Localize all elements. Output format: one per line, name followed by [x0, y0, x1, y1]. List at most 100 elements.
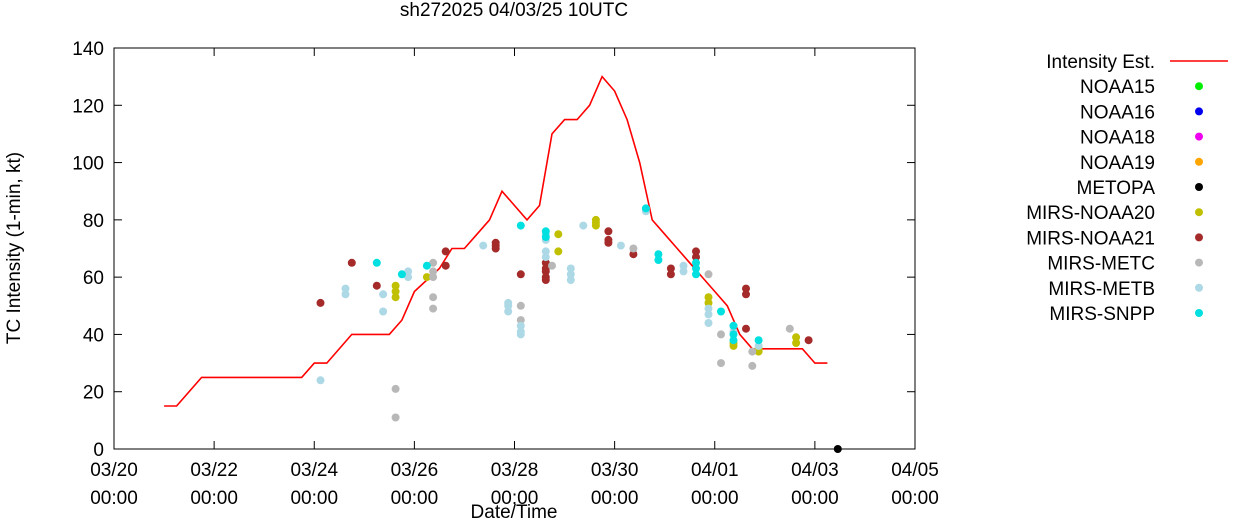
- point-mirs-noaa20: [422, 273, 431, 282]
- point-mirs-metc: [785, 324, 794, 333]
- legend-label-mirs-metb: MIRS-METB: [1048, 279, 1155, 300]
- point-mirs-noaa20: [704, 298, 713, 307]
- point-mirs-snpp: [729, 336, 738, 345]
- point-mirs-noaa20: [391, 287, 400, 296]
- point-mirs-metb: [379, 290, 388, 299]
- point-mirs-snpp: [516, 221, 525, 230]
- point-mirs-noaa21: [441, 247, 450, 256]
- legend-swatch-noaa18: [1195, 132, 1203, 141]
- point-mirs-metc: [516, 316, 525, 325]
- point-mirs-noaa20: [792, 333, 801, 342]
- point-mirs-metc: [429, 293, 438, 302]
- point-mirs-metc: [548, 261, 556, 270]
- point-mirs-noaa20: [792, 339, 801, 347]
- plot-frame: [113, 47, 916, 450]
- legend-label-noaa16: NOAA16: [1080, 102, 1155, 123]
- point-mirs-metb: [516, 330, 525, 339]
- legend-swatch-mirs-snpp: [1195, 309, 1203, 317]
- point-mirs-noaa21: [604, 238, 613, 247]
- legend-label-mirs-metc: MIRS-METC: [1047, 254, 1155, 275]
- x-tick-label: 00:00: [290, 488, 338, 509]
- point-mirs-noaa20: [391, 281, 400, 290]
- point-mirs-noaa21: [541, 258, 550, 267]
- point-mirs-noaa21: [372, 281, 381, 290]
- x-tick-label: 00:00: [591, 488, 639, 509]
- legend-swatch-noaa16: [1195, 107, 1203, 116]
- point-mirs-noaa21: [604, 227, 613, 236]
- x-tick-label: 00:00: [791, 488, 839, 509]
- legend-swatch-mirs-noaa20: [1195, 208, 1203, 217]
- point-mirs-metb: [754, 341, 763, 350]
- series-line-intensity-est: [164, 75, 828, 407]
- x-tick-label: 03/30: [591, 460, 639, 481]
- legend: Intensity Est. NOAA15 NOAA16 NOAA18 NOAA19 ME…: [1026, 52, 1228, 325]
- point-mirs-noaa21: [742, 290, 750, 299]
- point-mirs-snpp: [397, 270, 406, 279]
- point-mirs-metb: [504, 301, 513, 310]
- point-mirs-noaa20: [591, 221, 600, 230]
- point-mirs-metc: [429, 273, 438, 282]
- point-mirs-metc: [717, 359, 725, 368]
- point-mirs-metc: [748, 361, 757, 370]
- point-mirs-noaa21: [666, 270, 675, 279]
- point-mirs-noaa21: [666, 264, 675, 273]
- legend-label-metopa: METOPA: [1077, 178, 1156, 199]
- point-mirs-metb: [566, 276, 575, 284]
- y-tick-label: 60: [83, 268, 104, 289]
- point-mirs-metc: [391, 413, 400, 422]
- point-mirs-metb: [579, 221, 588, 230]
- point-mirs-metb: [404, 273, 413, 282]
- x-tick-label: 00:00: [691, 488, 739, 509]
- x-tick-label: 00:00: [891, 488, 939, 509]
- point-mirs-metb: [704, 319, 713, 327]
- legend-swatch-noaa15: [1195, 82, 1203, 91]
- legend-label-mirs-snpp: MIRS-SNPP: [1049, 304, 1155, 325]
- x-tick-label: 03/28: [491, 460, 539, 481]
- point-mirs-noaa20: [704, 293, 713, 302]
- point-mirs-noaa21: [692, 253, 700, 262]
- point-mirs-noaa21: [441, 261, 450, 270]
- axis-ticks: 0 20 40 60 80 100 120 140 03/20 00:00 03/22 00:00 03…: [72, 39, 938, 509]
- y-tick-label: 120: [72, 96, 104, 117]
- y-tick-label: 0: [93, 440, 104, 461]
- x-tick-label: 04/01: [691, 460, 739, 481]
- point-mirs-metb: [341, 290, 350, 299]
- point-mirs-metc: [429, 267, 438, 276]
- y-tick-label: 80: [83, 211, 104, 232]
- point-mirs-metb: [516, 321, 525, 330]
- point-mirs-noaa21: [629, 250, 638, 259]
- point-mirs-snpp: [717, 307, 725, 316]
- x-tick-label: 04/03: [791, 460, 839, 481]
- legend-label-mirs-noaa20: MIRS-NOAA20: [1026, 203, 1155, 224]
- legend-label-noaa19: NOAA19: [1080, 153, 1155, 174]
- x-tick-label: 00:00: [190, 488, 238, 509]
- point-mirs-noaa21: [491, 241, 500, 250]
- point-mirs-metc: [748, 347, 757, 356]
- point-mirs-metb: [541, 253, 550, 262]
- point-mirs-snpp: [692, 258, 700, 267]
- point-mirs-noaa21: [742, 324, 750, 333]
- point-mirs-metc: [391, 384, 400, 393]
- chart-title: sh272025 04/03/25 10UTC: [400, 0, 628, 21]
- x-tick-label: 00:00: [491, 488, 539, 509]
- point-mirs-noaa21: [804, 336, 813, 345]
- point-mirs-metb: [404, 267, 413, 276]
- legend-swatch-mirs-noaa21: [1195, 233, 1203, 242]
- x-tick-label: 04/05: [891, 460, 939, 481]
- point-mirs-snpp: [422, 261, 431, 270]
- legend-label-intensity-est: Intensity Est.: [1046, 52, 1155, 73]
- point-mirs-metc: [429, 258, 438, 267]
- point-mirs-snpp: [372, 258, 381, 267]
- point-mirs-snpp: [729, 321, 738, 330]
- point-mirs-noaa21: [347, 258, 356, 267]
- point-mirs-metb: [541, 247, 550, 256]
- point-mirs-snpp: [541, 233, 550, 241]
- point-mirs-snpp: [692, 270, 700, 279]
- point-mirs-metc: [717, 330, 725, 339]
- point-mirs-snpp: [729, 330, 738, 339]
- point-mirs-snpp: [754, 336, 763, 345]
- x-tick-label: 03/26: [391, 460, 439, 481]
- y-tick-label: 20: [83, 383, 104, 404]
- x-tick-label: 03/24: [290, 460, 338, 481]
- y-tick-label: 140: [72, 39, 104, 60]
